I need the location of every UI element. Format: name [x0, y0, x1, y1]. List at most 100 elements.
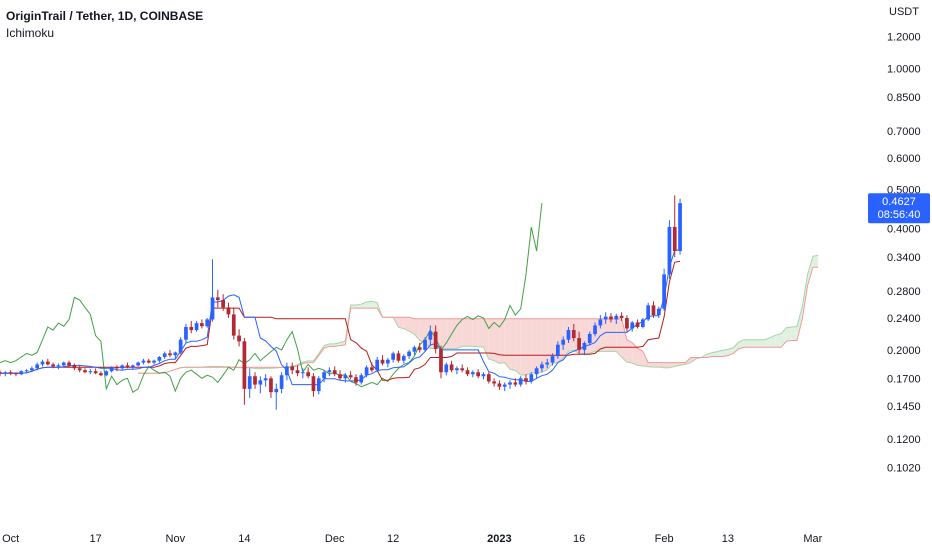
candle-body	[46, 362, 50, 365]
candle-body	[25, 370, 29, 371]
candle-body	[221, 300, 225, 307]
candle-body	[3, 372, 7, 373]
candle-body	[264, 378, 268, 380]
indicator-legend[interactable]: Ichimoku	[6, 26, 54, 40]
cloud-segment	[462, 319, 467, 346]
cloud-segment	[786, 327, 791, 341]
candle-body	[583, 343, 587, 350]
cloud-segment	[478, 319, 483, 347]
candle-body	[407, 352, 411, 356]
candle-body	[14, 373, 18, 374]
cloud-segment	[616, 319, 621, 358]
candle-body	[487, 374, 491, 381]
time-tick-label: Mar	[803, 533, 822, 545]
candle-body	[359, 375, 363, 382]
candle-body	[540, 364, 544, 368]
cloud-segment	[664, 363, 669, 368]
time-tick-label: Feb	[655, 533, 674, 545]
candle-body	[30, 368, 34, 370]
candle-body	[492, 381, 496, 383]
candle-body	[216, 297, 220, 300]
candle-body	[556, 345, 560, 356]
candle-body	[237, 336, 241, 342]
price-tick-label: 0.3400	[887, 252, 921, 264]
candle-body	[158, 357, 162, 361]
candle-body	[62, 363, 66, 366]
candle-body	[604, 317, 608, 320]
candle-body	[482, 374, 486, 376]
candle-body	[662, 274, 666, 308]
cloud-segment	[653, 363, 658, 368]
time-tick-label: 14	[238, 533, 250, 545]
candle-body	[285, 366, 289, 375]
last-price-value: 0.4627	[882, 196, 916, 208]
cloud-segment	[494, 319, 499, 364]
lagging-span	[0, 203, 542, 392]
candle-body	[152, 361, 156, 363]
candle-body	[83, 370, 87, 372]
candle-body	[131, 365, 135, 367]
candle-body	[205, 319, 209, 326]
cloud-segment	[398, 317, 403, 328]
cloud-segment	[515, 319, 520, 375]
candle-body	[391, 353, 395, 359]
candle-body	[375, 360, 379, 370]
candle-body	[248, 376, 252, 389]
cloud-segment	[754, 340, 759, 348]
candle-body	[455, 368, 459, 370]
candle-body	[179, 340, 183, 353]
candle-body	[333, 370, 337, 374]
candle-body	[498, 383, 502, 386]
symbol-title[interactable]: OriginTrail / Tether, 1D, COINBASE	[6, 9, 203, 23]
candle-body	[678, 203, 682, 251]
cloud-segment	[526, 319, 531, 375]
candle-body	[529, 374, 533, 381]
candle-body	[476, 372, 480, 376]
candle-body	[322, 372, 326, 378]
price-tick-label: 0.1450	[887, 401, 921, 413]
ichimoku-lines	[0, 203, 818, 392]
candle-body	[471, 372, 475, 374]
cloud-segment	[531, 319, 536, 373]
candle-body	[99, 373, 103, 375]
candle-body	[598, 319, 602, 325]
candle-body	[195, 323, 199, 330]
candle-body	[200, 323, 204, 326]
candle-body	[614, 316, 618, 320]
candle-body	[296, 370, 300, 373]
price-tick-label: 0.1200	[887, 434, 921, 446]
time-tick-label: 16	[573, 533, 585, 545]
price-tick-label: 0.1700	[887, 373, 921, 385]
candle-body	[402, 356, 406, 361]
candle-body	[668, 227, 672, 274]
cloud-segment	[813, 255, 818, 267]
candle-body	[184, 327, 188, 340]
price-axis[interactable]: USDT1.20001.00000.85000.70000.60000.5000…	[887, 6, 921, 475]
candle-body	[211, 297, 215, 319]
cloud-segment	[537, 319, 542, 373]
cloud-segment	[792, 327, 797, 341]
candle-body	[94, 371, 98, 373]
candle-body	[115, 367, 119, 368]
candle-body	[258, 380, 262, 384]
candle-body	[269, 378, 273, 392]
candle-body	[0, 372, 2, 373]
candle-body	[513, 382, 517, 384]
candle-body	[274, 389, 278, 392]
candle-body	[657, 309, 661, 315]
candle-body	[545, 363, 549, 365]
cloud-segment	[505, 319, 510, 370]
price-tick-label: 0.1020	[887, 463, 921, 475]
cloud-segment	[760, 340, 765, 348]
candle-body	[652, 305, 656, 315]
candle-body	[136, 363, 140, 366]
candle-body	[104, 371, 108, 375]
candle-body	[519, 378, 523, 384]
candle-body	[625, 318, 629, 329]
candle-body	[567, 330, 571, 340]
candle-body	[524, 378, 528, 381]
candle-body	[88, 371, 92, 372]
